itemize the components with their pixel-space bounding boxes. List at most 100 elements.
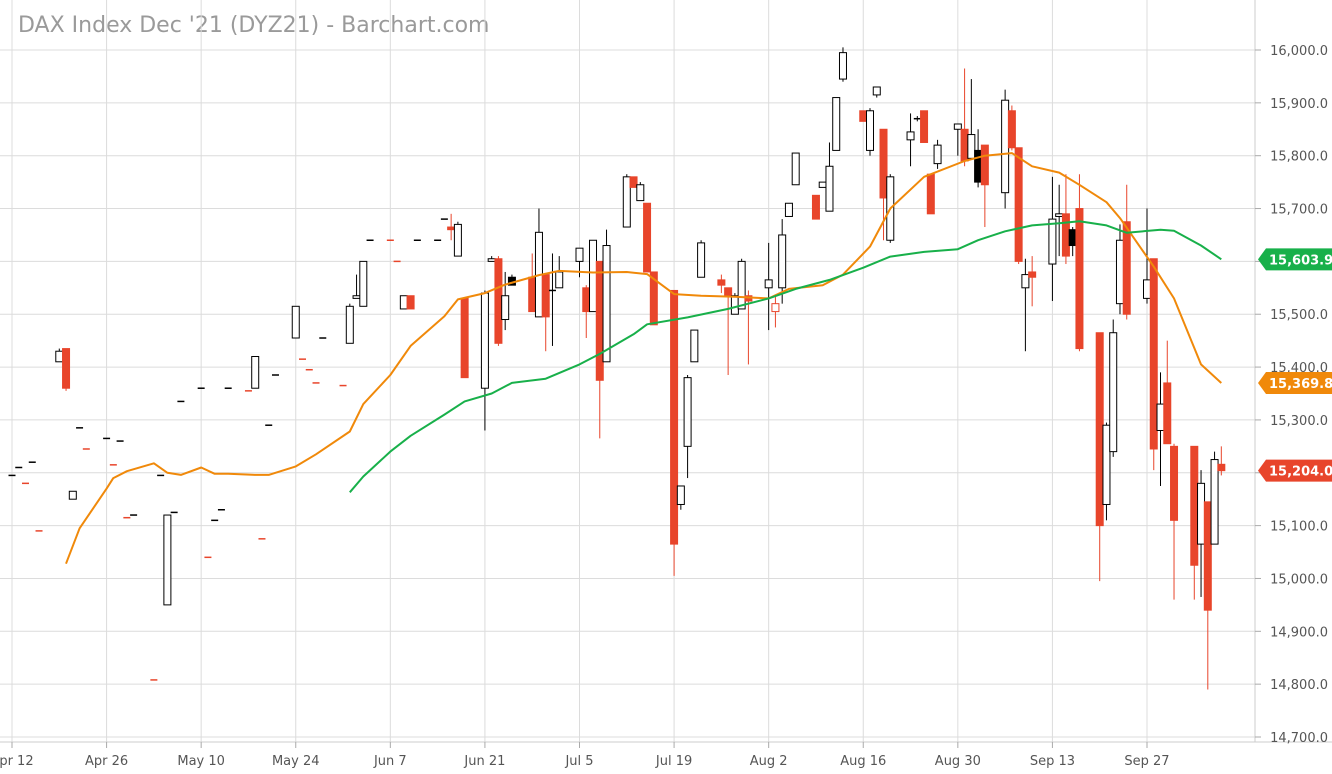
- y-tick-label: 15,100.0: [1270, 520, 1328, 535]
- y-tick-label: 15,700.0: [1270, 203, 1328, 218]
- candle-body: [1143, 279, 1151, 299]
- chart-title: DAX Index Dec '21 (DYZ21) - Barchart.com: [18, 13, 490, 38]
- candle: [818, 181, 827, 188]
- candle: [1007, 105, 1016, 151]
- candle-body: [1102, 424, 1111, 505]
- candle-body: [251, 356, 260, 389]
- candle-body: [866, 110, 875, 151]
- candle-body: [872, 86, 881, 96]
- candle: [811, 194, 820, 220]
- candle-body: [453, 223, 462, 257]
- candle-body: [764, 279, 773, 289]
- candle-body: [1061, 213, 1070, 257]
- candle-body: [1156, 403, 1165, 431]
- candle: [1197, 470, 1206, 597]
- candle-body: [1203, 501, 1212, 611]
- candle: [68, 490, 77, 500]
- y-tick-label: 16,000.0: [1270, 44, 1328, 59]
- candle: [778, 219, 787, 304]
- candle-body: [528, 276, 537, 313]
- candle-body: [920, 110, 929, 143]
- candle-body: [771, 303, 780, 313]
- candle: [1203, 501, 1212, 690]
- x-tick-label: Jul 19: [655, 754, 692, 769]
- x-tick-label: Apr 12: [0, 754, 34, 769]
- candle: [460, 297, 469, 379]
- candle: [399, 295, 408, 310]
- candle-body: [1122, 221, 1131, 315]
- candle: [1190, 445, 1199, 600]
- candle: [683, 375, 692, 479]
- candle: [791, 152, 800, 186]
- candle: [906, 113, 915, 167]
- price-tag-text: 15,603.9: [1269, 253, 1332, 268]
- candle: [622, 174, 631, 228]
- candle: [1210, 451, 1219, 545]
- candle: [825, 142, 834, 212]
- candle: [1149, 258, 1158, 471]
- candle-body: [670, 289, 679, 545]
- candle-body: [818, 181, 827, 188]
- candle: [1115, 224, 1124, 315]
- candle-body: [778, 234, 787, 289]
- candle-body: [933, 144, 942, 165]
- candle-body: [737, 260, 746, 310]
- y-tick-label: 15,900.0: [1270, 97, 1328, 112]
- price-tag-text: 15,204.0: [1269, 465, 1332, 480]
- candle: [589, 239, 598, 313]
- price-tag-background: [1258, 248, 1332, 271]
- candle: [1061, 174, 1070, 265]
- candle-body: [595, 260, 604, 381]
- candle: [1021, 258, 1030, 352]
- candle: [447, 213, 456, 241]
- candle-body: [1014, 147, 1023, 262]
- candle-body: [1210, 459, 1219, 545]
- candle-body: [1048, 218, 1057, 265]
- price-labels: 15,603.9 15,369.8 15,204.0: [1258, 248, 1332, 482]
- candle-body: [784, 202, 793, 217]
- candle-body: [636, 184, 645, 202]
- candle-body: [555, 271, 564, 289]
- candle-body: [62, 348, 71, 389]
- candle-body: [1028, 271, 1037, 278]
- x-tick-label: Aug 30: [935, 754, 981, 769]
- candle-body: [811, 194, 820, 220]
- candle: [453, 221, 462, 257]
- x-tick-label: Aug 16: [840, 754, 886, 769]
- candle: [291, 305, 300, 339]
- candle-body: [832, 97, 841, 151]
- candle: [933, 139, 942, 169]
- candle: [690, 329, 699, 363]
- candle: [953, 123, 962, 156]
- candle-body: [1149, 258, 1158, 450]
- series-line-ma_fast: [65, 152, 1222, 565]
- candle: [251, 356, 260, 389]
- candle: [967, 79, 976, 159]
- candles: [8, 47, 1226, 690]
- x-tick-label: Jun 7: [373, 754, 407, 769]
- candle: [487, 256, 496, 262]
- candle: [866, 108, 875, 156]
- x-axis: Apr 12 Apr 26 May 10 May 24 Jun 7 Jun 21 Jul 5…: [0, 742, 1170, 769]
- candle: [1028, 256, 1037, 307]
- candle: [548, 253, 556, 346]
- candle-body: [1197, 482, 1206, 545]
- candle-body: [825, 165, 834, 212]
- candle-body: [494, 258, 503, 344]
- candle-body: [1095, 332, 1104, 527]
- candle-body: [730, 295, 739, 315]
- candle-body: [1021, 274, 1030, 289]
- candle-body: [589, 239, 598, 313]
- candle: [582, 285, 591, 339]
- candle-body: [1170, 445, 1179, 521]
- candle: [643, 202, 652, 273]
- candle: [494, 256, 503, 346]
- candle-body: [974, 149, 983, 183]
- grid-layer: [0, 0, 1332, 743]
- candle: [960, 68, 969, 167]
- candle: [1075, 174, 1084, 352]
- candle-body: [399, 295, 408, 310]
- candle: [595, 260, 604, 439]
- candle-body: [480, 292, 489, 389]
